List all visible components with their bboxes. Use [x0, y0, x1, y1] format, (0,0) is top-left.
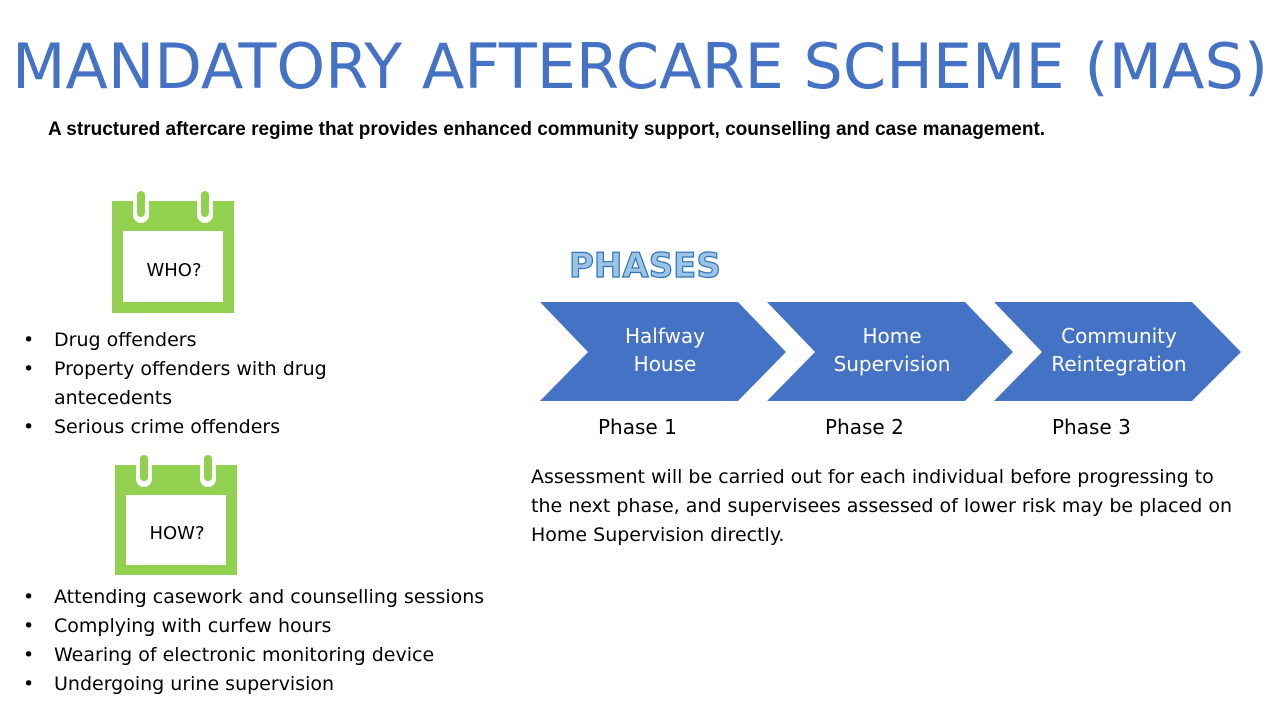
how-label: HOW? [149, 523, 205, 544]
calendar-icon [112, 189, 234, 313]
assessment-line-3: Home Supervision directly. [531, 524, 785, 546]
who-calendar-icon: WHO? [112, 189, 236, 313]
list-item: Complying with curfew hours [23, 612, 484, 641]
phase-1-label: Phase 1 [598, 415, 677, 439]
slide-title: MANDATORY AFTERCARE SCHEME (MAS) [11, 30, 1269, 103]
list-item-continuation: antecedents [23, 384, 327, 413]
phase-2-title-line2: Supervision [833, 352, 951, 376]
list-item: Drug offenders [23, 326, 327, 355]
phase-2-title: Home Supervision [797, 322, 987, 378]
phase-3-title-line2: Reintegration [1051, 352, 1187, 376]
list-item: Property offenders with drug [23, 355, 327, 384]
phase-3-label: Phase 3 [1052, 415, 1131, 439]
assessment-line-1: Assessment will be carried out for each … [531, 466, 1214, 488]
phase-2-label: Phase 2 [825, 415, 904, 439]
how-list: Attending casework and counselling sessi… [23, 583, 484, 699]
phase-3-title: Community Reintegration [1024, 322, 1214, 378]
list-item: Wearing of electronic monitoring device [23, 641, 484, 670]
list-item: Undergoing urine supervision [23, 670, 484, 699]
list-item: Serious crime offenders [23, 413, 327, 442]
phases-chevrons [540, 302, 1241, 401]
phase-3-chevron [994, 302, 1241, 401]
phase-3-title-line1: Community [1061, 324, 1177, 348]
assessment-text: Assessment will be carried out for each … [531, 463, 1251, 550]
calendar-icon [115, 453, 237, 575]
phase-2-title-line1: Home [862, 324, 922, 348]
phase-2-chevron [767, 302, 1013, 401]
who-list: Drug offenders Property offenders with d… [23, 326, 327, 442]
list-item-text: antecedents [54, 387, 173, 409]
who-label: WHO? [146, 260, 202, 281]
phase-1-title-line1: Halfway [625, 324, 705, 348]
phase-1-title-line2: House [633, 352, 697, 376]
phase-1-title: Halfway House [570, 322, 760, 378]
how-calendar-icon: HOW? [115, 453, 239, 577]
phase-1-chevron [540, 302, 786, 401]
assessment-line-2: the next phase, and supervisees assessed… [531, 495, 1232, 517]
list-item: Attending casework and counselling sessi… [23, 583, 484, 612]
slide-subtitle: A structured aftercare regime that provi… [48, 119, 1046, 140]
phases-heading: PHASES [568, 245, 721, 286]
